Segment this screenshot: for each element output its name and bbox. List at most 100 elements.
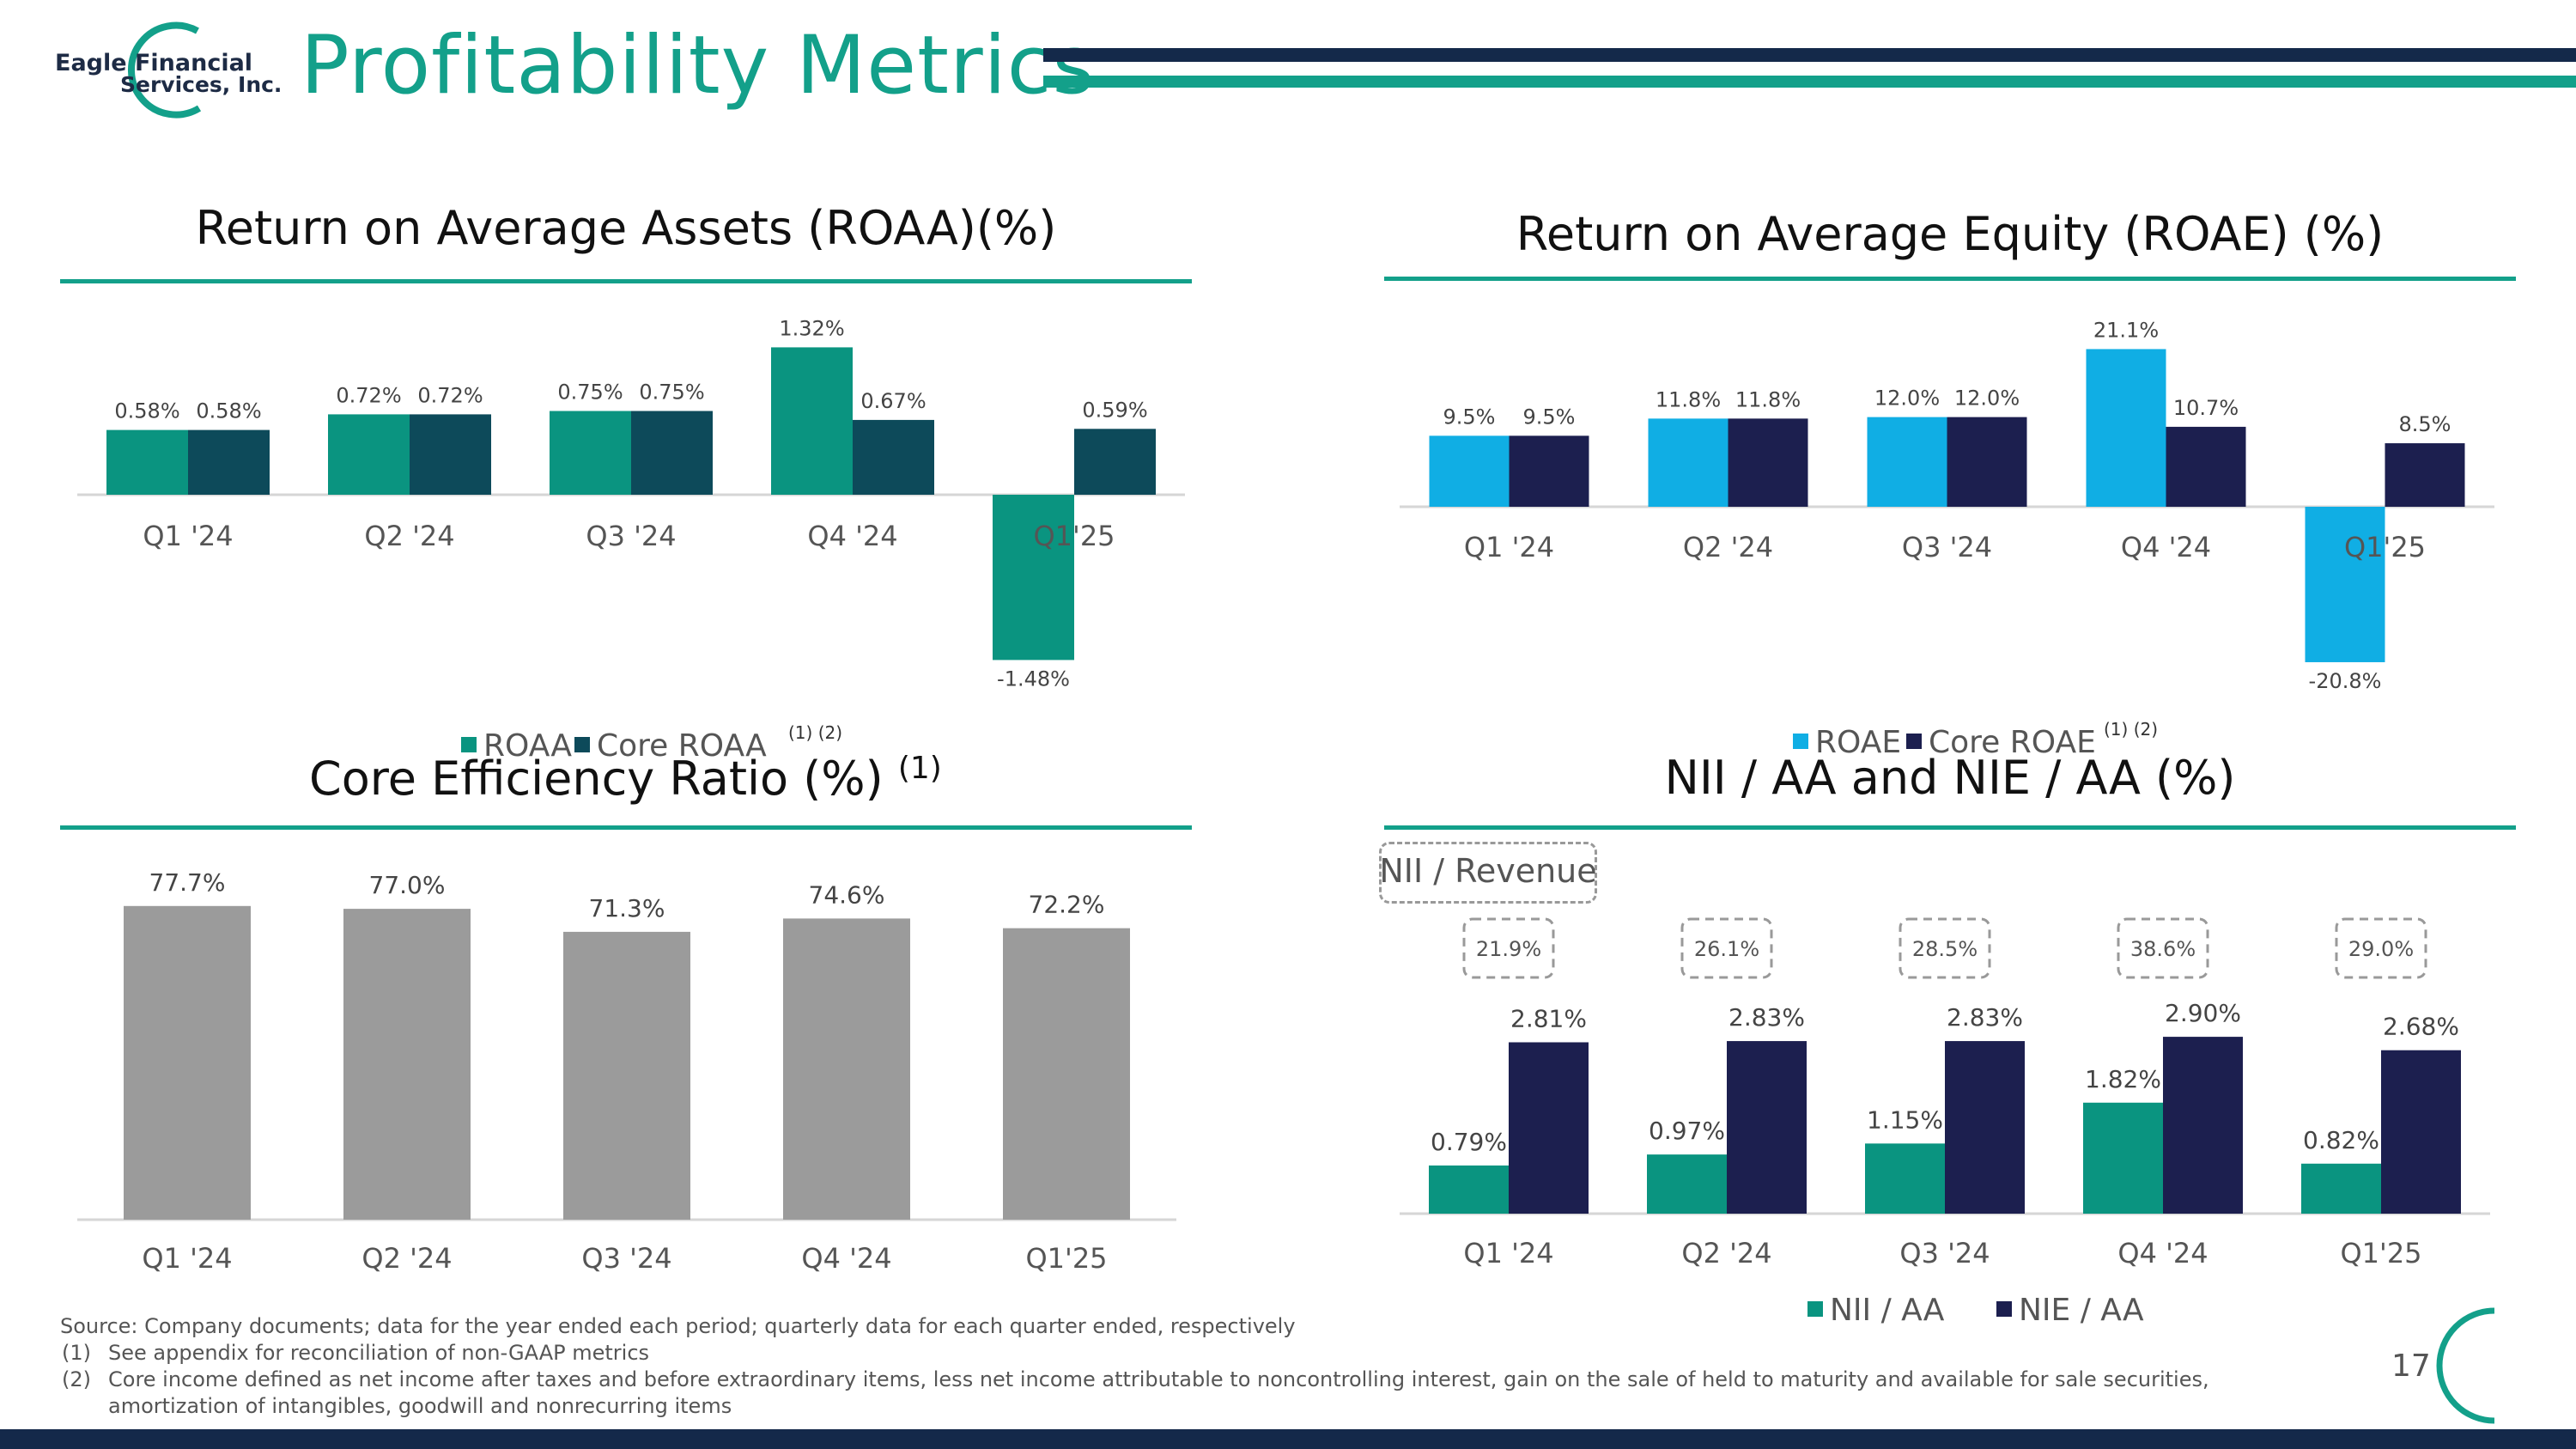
roaa-bar-2-2 [410, 414, 491, 495]
roaa-bar-2-3 [631, 411, 713, 495]
roae-title-rule [1384, 277, 2516, 281]
efficiency-category-3: Q3 '24 [581, 1242, 671, 1275]
nii_nie-data-label-2-4: 2.90% [2165, 999, 2241, 1027]
roaa-category-3: Q3 '24 [586, 520, 676, 552]
nii-revenue-box [1379, 842, 1597, 904]
nii_nie-bar-1-3 [1865, 1143, 1945, 1214]
roaa-bar-1-5 [993, 495, 1074, 661]
nii-revenue-label: NII / Revenue [1379, 852, 1597, 890]
nii-revenue-annotation-box-1 [1462, 917, 1555, 979]
roaa-legend-swatch-1 [461, 737, 477, 752]
efficiency-bar-3 [563, 931, 690, 1220]
nii-revenue-annotation-1: 21.9% [1476, 937, 1541, 961]
roaa-category-4: Q4 '24 [807, 520, 897, 552]
nii-revenue-annotation-2: 26.1% [1694, 937, 1759, 961]
roae-data-label-1-5: -20.8% [2309, 669, 2382, 693]
nii_nie-legend-1: NII / AA [1830, 1293, 1945, 1328]
efficiency-category-2: Q2 '24 [361, 1242, 452, 1275]
roaa-bar-1-2 [328, 414, 410, 495]
efficiency-data-label-2: 77.0% [369, 871, 446, 899]
roae-data-label-1-2: 11.8% [1656, 387, 1721, 411]
page-number: 17 [2391, 1349, 2431, 1384]
roaa-legend-2: Core ROAA [597, 728, 767, 764]
efficiency-category-4: Q4 '24 [801, 1242, 891, 1275]
roaa-data-label-1-4: 1.32% [779, 316, 844, 340]
nii-revenue-annotation-3: 28.5% [1912, 937, 1978, 961]
roaa-title: Return on Average Assets (ROAA)(%) [195, 201, 1057, 255]
header-stripe-navy [1043, 48, 2576, 62]
roaa-legend-swatch-2 [574, 737, 590, 752]
roaa-title-rule [60, 279, 1192, 283]
nii-revenue-annotation-box-5 [2335, 917, 2427, 979]
roaa-data-label-2-1: 0.58% [196, 399, 261, 423]
roae-bar-1-3 [1867, 417, 1947, 507]
roaa-legend-1: ROAA [483, 728, 572, 764]
roaa-bar-2-1 [188, 429, 270, 495]
nii_nie-bar-2-5 [2381, 1050, 2461, 1214]
logo-line2: Services, Inc. [120, 72, 283, 97]
nii_nie-category-1: Q1 '24 [1463, 1237, 1553, 1269]
roae-bar-2-1 [1509, 435, 1589, 507]
roae-data-label-2-1: 9.5% [1523, 405, 1576, 429]
roae-data-label-2-3: 12.0% [1954, 387, 2020, 411]
footer-bar [0, 1429, 2576, 1449]
nii_nie-legend-swatch-2 [1996, 1301, 2012, 1317]
roaa-legend-note: (1) (2) [788, 722, 842, 743]
nii_nie-category-4: Q4 '24 [2117, 1237, 2208, 1269]
nii_nie-data-label-1-2: 0.97% [1649, 1117, 1725, 1145]
nii-nie-title-rule [1384, 825, 2516, 830]
nii_nie-category-3: Q3 '24 [1899, 1237, 1990, 1269]
roae-legend-1: ROAE [1815, 725, 1901, 760]
nii_nie-data-label-1-5: 0.82% [2303, 1126, 2379, 1154]
footnote-2-text-cont: amortization of intangibles, goodwill an… [108, 1394, 732, 1418]
efficiency-title-note: (1) [897, 751, 942, 786]
roaa-category-5: Q1'25 [1033, 520, 1115, 552]
roae-data-label-2-5: 8.5% [2399, 412, 2451, 436]
efficiency-data-label-1: 77.7% [149, 868, 226, 897]
roae-data-label-2-2: 11.8% [1735, 387, 1801, 411]
roaa-data-label-2-5: 0.59% [1082, 398, 1147, 422]
efficiency-bar-1 [124, 905, 251, 1220]
nii-revenue-annotation-5: 29.0% [2348, 937, 2414, 961]
efficiency-data-label-4: 74.6% [809, 880, 885, 909]
efficiency-bar-4 [783, 918, 910, 1220]
efficiency-bar-2 [343, 909, 471, 1220]
footnote-1-num: (1) [62, 1341, 91, 1365]
roaa-data-label-2-2: 0.72% [417, 383, 483, 407]
nii_nie-bar-2-2 [1727, 1041, 1807, 1214]
nii_nie-data-label-2-2: 2.83% [1728, 1003, 1805, 1032]
footnote-2-num: (2) [62, 1367, 91, 1391]
logo-line1: Eagle Financial [55, 50, 253, 76]
nii_nie-data-label-2-5: 2.68% [2383, 1013, 2459, 1041]
roaa-bar-1-3 [550, 411, 631, 495]
roae-legend-note: (1) (2) [2104, 719, 2158, 740]
nii_nie-category-5: Q1'25 [2340, 1237, 2421, 1269]
roae-data-label-1-3: 12.0% [1874, 387, 1940, 411]
efficiency-data-label-3: 71.3% [589, 894, 665, 922]
roaa-bar-1-1 [106, 429, 188, 495]
roaa-bar-2-5 [1074, 429, 1156, 495]
roae-category-5: Q1'25 [2344, 531, 2426, 563]
nii_nie-data-label-1-1: 0.79% [1431, 1128, 1507, 1156]
nii-revenue-annotation-box-2 [1680, 917, 1773, 979]
nii_nie-data-label-2-1: 2.81% [1510, 1004, 1587, 1032]
nii_nie-bar-1-5 [2301, 1163, 2381, 1214]
roae-category-3: Q3 '24 [1902, 531, 1992, 563]
roae-category-4: Q4 '24 [2121, 531, 2211, 563]
nii_nie-bar-2-1 [1509, 1042, 1589, 1214]
efficiency-bar-5 [1003, 928, 1130, 1220]
roaa-data-label-2-4: 0.67% [860, 389, 926, 413]
nii_nie-data-label-1-4: 1.82% [2085, 1065, 2161, 1093]
source-note: Source: Company documents; data for the … [60, 1314, 1296, 1338]
efficiency-data-label-5: 72.2% [1029, 891, 1105, 919]
roae-category-1: Q1 '24 [1464, 531, 1554, 563]
roae-category-2: Q2 '24 [1683, 531, 1773, 563]
roae-bar-2-3 [1947, 417, 2027, 507]
header-stripe-teal [1043, 76, 2576, 88]
roae-data-label-1-4: 21.1% [2093, 318, 2159, 342]
nii_nie-category-2: Q2 '24 [1681, 1237, 1771, 1269]
roaa-category-2: Q2 '24 [364, 520, 454, 552]
roaa-bar-1-4 [771, 347, 853, 495]
